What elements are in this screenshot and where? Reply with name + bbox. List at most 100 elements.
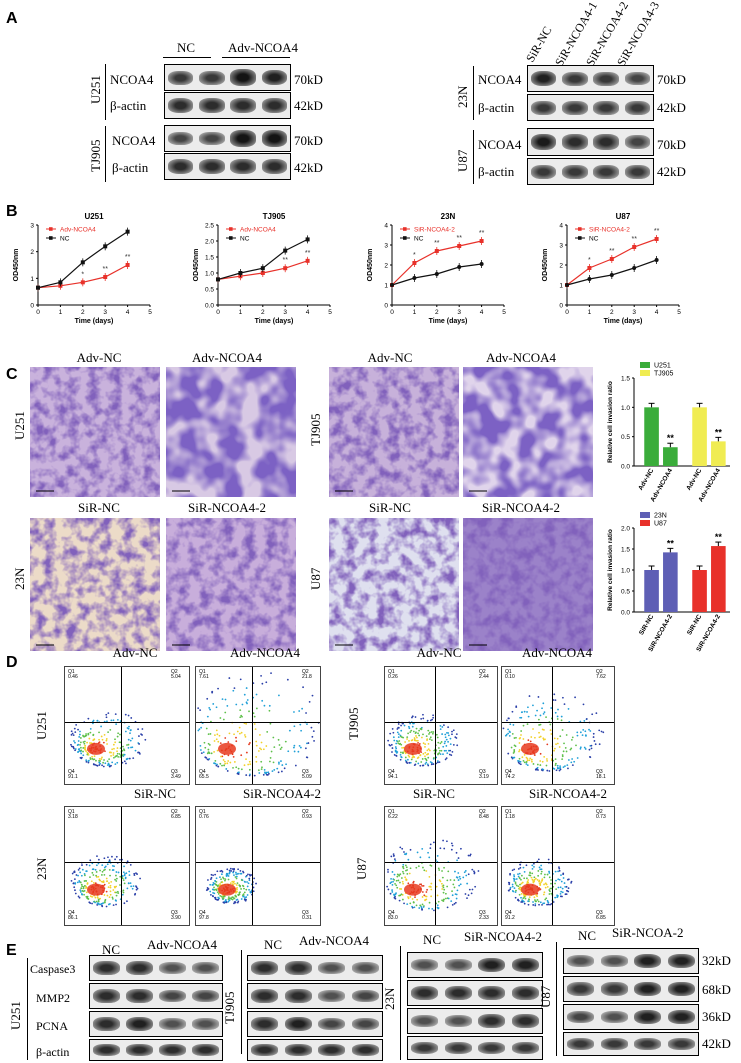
blot-tj905-ncoa4 bbox=[164, 125, 291, 152]
flow-event bbox=[523, 900, 525, 903]
flow-event bbox=[224, 879, 226, 882]
flow-event bbox=[443, 742, 446, 745]
flow-event bbox=[561, 758, 564, 761]
x-tick-label: 4 bbox=[480, 309, 484, 316]
x-tick-label: 3 bbox=[457, 309, 461, 316]
flow-event bbox=[124, 730, 127, 733]
significance-mark: ** bbox=[667, 538, 675, 548]
flow-event bbox=[83, 742, 86, 745]
bar bbox=[711, 546, 726, 612]
protein-ncoa4: NCOA4 bbox=[478, 137, 522, 152]
cell-line-tj905: TJ905 bbox=[222, 991, 237, 1025]
flow-event bbox=[79, 746, 82, 749]
flow-event bbox=[107, 886, 110, 889]
flow-event bbox=[411, 725, 414, 728]
size-70kd: 70kD bbox=[657, 72, 686, 87]
flow-event bbox=[81, 889, 84, 892]
flow-event bbox=[85, 891, 88, 894]
flow-event bbox=[85, 887, 87, 889]
flow-event bbox=[126, 887, 129, 890]
flow-event bbox=[226, 770, 229, 772]
flow-event bbox=[414, 716, 417, 718]
flow-event bbox=[304, 747, 307, 750]
flow-event bbox=[518, 757, 521, 760]
flow-event bbox=[453, 902, 456, 905]
flow-event bbox=[208, 706, 211, 709]
flow-event bbox=[213, 740, 216, 742]
flow-event bbox=[113, 747, 115, 750]
flow-event bbox=[411, 715, 414, 718]
flow-event bbox=[78, 736, 81, 738]
quadrant-label-q3: Q3 5.09 bbox=[302, 769, 312, 780]
flow-event bbox=[306, 723, 308, 725]
data-point bbox=[654, 258, 659, 262]
flow-event bbox=[415, 760, 418, 763]
x-tick-label: 3 bbox=[103, 309, 107, 316]
blot-u251-actin bbox=[164, 92, 291, 119]
blot-band bbox=[261, 98, 288, 113]
flow-event bbox=[106, 743, 108, 745]
flow-event bbox=[558, 769, 561, 772]
flow-event bbox=[555, 769, 558, 772]
flow-event bbox=[537, 769, 539, 771]
flow-event bbox=[422, 742, 425, 745]
flow-event bbox=[98, 757, 101, 760]
flow-event bbox=[515, 889, 517, 892]
x-axis-label: Time (days) bbox=[604, 318, 643, 325]
flow-event bbox=[390, 743, 393, 746]
flow-event bbox=[394, 897, 397, 900]
flow-event bbox=[439, 880, 442, 883]
flow-event bbox=[217, 765, 220, 768]
flow-event bbox=[114, 738, 116, 741]
flow-event bbox=[305, 712, 307, 714]
flow-event bbox=[418, 743, 421, 745]
flow-event bbox=[534, 714, 537, 717]
flow-event bbox=[92, 739, 95, 742]
quadrant-gate-vertical bbox=[552, 807, 554, 925]
flow-event bbox=[278, 761, 280, 764]
flow-event bbox=[447, 734, 450, 737]
micrograph-cells bbox=[463, 367, 593, 497]
flow-event bbox=[141, 728, 144, 730]
flow-title: SiR-NC bbox=[413, 786, 455, 801]
flow-event bbox=[564, 765, 566, 768]
flow-event bbox=[244, 735, 247, 738]
flow-event bbox=[302, 686, 304, 689]
flow-event bbox=[70, 879, 73, 882]
flow-event bbox=[456, 889, 459, 892]
flow-event bbox=[558, 867, 561, 870]
micro-title: Adv-NC bbox=[76, 350, 122, 365]
flow-event bbox=[270, 672, 272, 675]
panel-letter-a: A bbox=[6, 10, 18, 27]
flow-event bbox=[416, 757, 419, 760]
flow-event bbox=[518, 876, 521, 879]
flow-event bbox=[412, 881, 415, 884]
flow-event bbox=[424, 743, 427, 746]
flow-event bbox=[101, 904, 103, 907]
flow-event bbox=[508, 883, 511, 886]
x-tick-label: 2 bbox=[81, 309, 85, 316]
flow-event bbox=[554, 758, 557, 761]
flow-event bbox=[598, 743, 601, 746]
flow-event bbox=[141, 734, 143, 736]
flow-event bbox=[520, 896, 522, 899]
flow-event bbox=[445, 745, 448, 747]
flow-event bbox=[272, 736, 275, 739]
flow-event bbox=[556, 764, 559, 767]
blot-band bbox=[158, 1018, 187, 1030]
flow-event bbox=[83, 893, 86, 896]
flow-event bbox=[502, 727, 505, 730]
flow-event bbox=[266, 774, 269, 776]
flow-event bbox=[567, 890, 570, 893]
flow-event bbox=[534, 899, 536, 901]
flow-event bbox=[270, 750, 273, 753]
flow-event bbox=[555, 879, 557, 882]
flow-event bbox=[427, 729, 430, 732]
flow-event bbox=[408, 740, 410, 742]
flow-event bbox=[515, 884, 518, 887]
flow-event bbox=[307, 742, 310, 744]
flow-event bbox=[233, 733, 235, 736]
flow-event bbox=[221, 755, 224, 758]
flow-event bbox=[85, 760, 88, 763]
flow-event bbox=[243, 891, 246, 894]
